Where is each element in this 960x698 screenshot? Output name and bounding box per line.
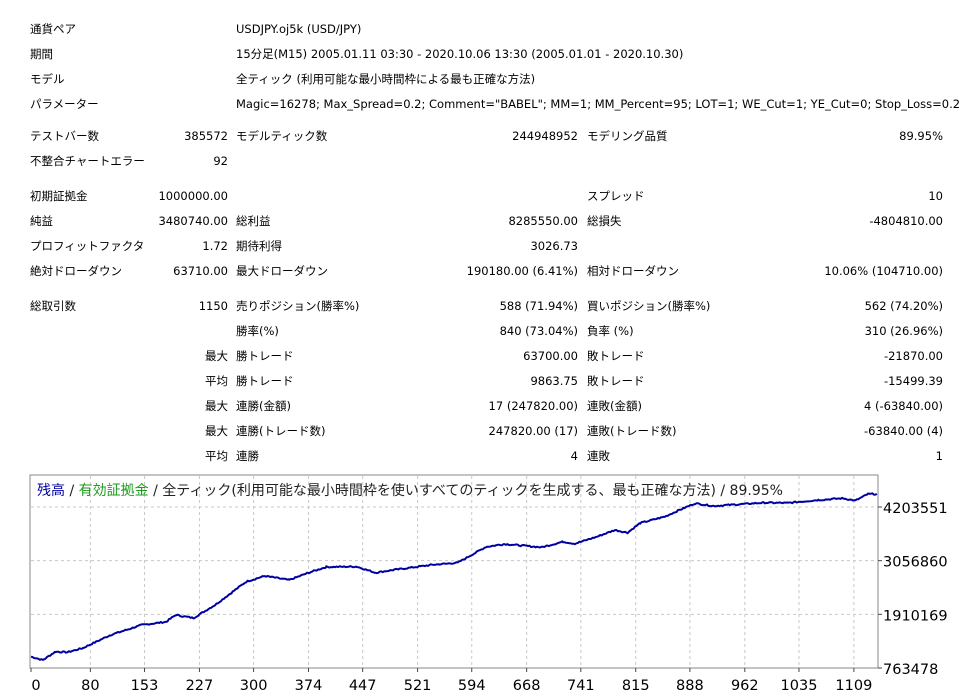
stat-value: -21870.00 (883, 349, 943, 363)
stat-value: 588 (71.94%) (499, 299, 578, 313)
stat-value: 最大 (205, 424, 228, 438)
stat-label: 絶対ドローダウン (30, 264, 122, 278)
stat-label: 最大ドローダウン (236, 264, 328, 278)
stat-value: 9863.75 (530, 374, 578, 388)
stat-value: 562 (74.20%) (864, 299, 943, 313)
stat-label: モデリング品質 (587, 129, 668, 143)
stat-label: 期待利得 (236, 239, 282, 253)
x-tick-label: 594 (458, 678, 486, 694)
stat-value: 1000000.00 (158, 189, 228, 203)
stat-value: 4 (-63840.00) (864, 399, 943, 413)
stat-value: -63840.00 (4) (864, 424, 943, 438)
stat-value: 1 (935, 449, 943, 463)
x-tick-label: 741 (567, 678, 595, 694)
y-tick-label: 1910169 (883, 608, 948, 624)
y-tick-label: 3056860 (883, 555, 948, 571)
stat-value: 63700.00 (523, 349, 578, 363)
stat-value: 89.95% (899, 129, 943, 143)
chart-title: 残高 / 有効証拠金 / 全ティック(利用可能な最小時間枠を使いすべてのティック… (37, 482, 783, 499)
balance-line (30, 492, 878, 661)
stat-label: 総損失 (587, 214, 622, 228)
title-separator: / (65, 483, 79, 499)
x-tick-label: 888 (676, 678, 704, 694)
x-tick-label: 1035 (781, 678, 818, 694)
title-description: / 全ティック(利用可能な最小時間枠を使いすべてのティックを生成する、最も正確な… (149, 482, 783, 499)
x-tick-label: 521 (404, 678, 432, 694)
stat-value: 3026.73 (530, 239, 578, 253)
stat-value: 最大 (205, 399, 228, 413)
stat-value: 10 (928, 189, 943, 203)
x-tick-label: 668 (513, 678, 541, 694)
stat-label: テストバー数 (30, 129, 99, 143)
x-tick-label: 374 (295, 678, 323, 694)
stat-value: 10.06% (104710.00) (824, 264, 943, 278)
stat-label: 連敗 (587, 449, 610, 463)
x-tick-label: 0 (31, 678, 40, 694)
stat-label: 連敗(トレード数) (587, 424, 677, 438)
stat-value: 310 (26.96%) (864, 324, 943, 338)
stat-value: 247820.00 (17) (488, 424, 578, 438)
stat-label: 連勝(金額) (236, 399, 291, 413)
stat-value: 8285550.00 (508, 214, 578, 228)
stat-label: 連勝 (236, 449, 259, 463)
y-tick-label: 4203551 (883, 501, 948, 517)
stat-value: 最大 (205, 349, 228, 363)
x-tick-label: 1109 (835, 678, 872, 694)
stat-label: 総取引数 (30, 299, 76, 313)
stat-label: 負率 (%) (587, 324, 634, 338)
stat-value: 385572 (184, 129, 228, 143)
stat-label: 敗トレード (587, 374, 645, 388)
stat-label: 買いポジション(勝率%) (587, 299, 711, 313)
stat-value: 1.72 (202, 239, 228, 253)
stat-value: 17 (247820.00) (488, 399, 578, 413)
x-tick-label: 153 (131, 678, 159, 694)
stat-value: 1150 (198, 299, 228, 313)
stat-label: 連敗(金額) (587, 399, 642, 413)
stat-value: 840 (73.04%) (499, 324, 578, 338)
x-tick-label: 80 (81, 678, 99, 694)
stat-value: 4 (570, 449, 578, 463)
stat-label: 総利益 (236, 214, 271, 228)
stat-label: スプレッド (587, 189, 645, 203)
stat-label: 純益 (30, 214, 53, 228)
x-tick-label: 447 (349, 678, 377, 694)
stat-value: 平均 (205, 449, 228, 463)
x-tick-label: 962 (731, 678, 759, 694)
y-tick-label: 763478 (883, 662, 938, 678)
stat-label: 勝トレード (236, 374, 294, 388)
stat-value: 63710.00 (173, 264, 228, 278)
header-label: 期間 (30, 47, 53, 61)
stat-label: 勝トレード (236, 349, 294, 363)
stat-value: 92 (213, 154, 228, 168)
legend-balance: 残高 (37, 482, 65, 499)
legend-equity: 有効証拠金 (79, 483, 149, 499)
stat-label: 不整合チャートエラー (30, 154, 145, 168)
header-value: Magic=16278; Max_Spread=0.2; Comment="BA… (236, 97, 960, 111)
header-value: USDJPY.oj5k (USD/JPY) (236, 22, 362, 36)
stat-label: 相対ドローダウン (587, 264, 679, 278)
stat-value: -15499.39 (883, 374, 943, 388)
stat-label: 売りポジション(勝率%) (236, 299, 360, 313)
stat-label: 敗トレード (587, 349, 645, 363)
stat-label: 勝率(%) (236, 324, 279, 338)
header-value: 全ティック (利用可能な最小時間枠による最も正確な方法) (236, 72, 536, 86)
stat-label: モデルティック数 (236, 129, 328, 143)
header-label: モデル (30, 72, 65, 86)
stat-value: 244948952 (512, 129, 578, 143)
stat-value: 平均 (205, 374, 228, 388)
x-tick-label: 815 (622, 678, 650, 694)
header-value: 15分足(M15) 2005.01.11 03:30 - 2020.10.06 … (236, 47, 684, 61)
stat-label: 初期証拠金 (30, 189, 88, 203)
x-tick-label: 227 (186, 678, 214, 694)
x-tick-label: 300 (240, 678, 268, 694)
stat-value: -4804810.00 (869, 214, 943, 228)
stat-label: プロフィットファクタ (30, 239, 145, 253)
header-label: 通貨ペア (30, 22, 76, 36)
stat-label: 連勝(トレード数) (236, 424, 326, 438)
header-label: パラメーター (30, 97, 99, 111)
stat-value: 3480740.00 (158, 214, 228, 228)
stat-value: 190180.00 (6.41%) (466, 264, 578, 278)
